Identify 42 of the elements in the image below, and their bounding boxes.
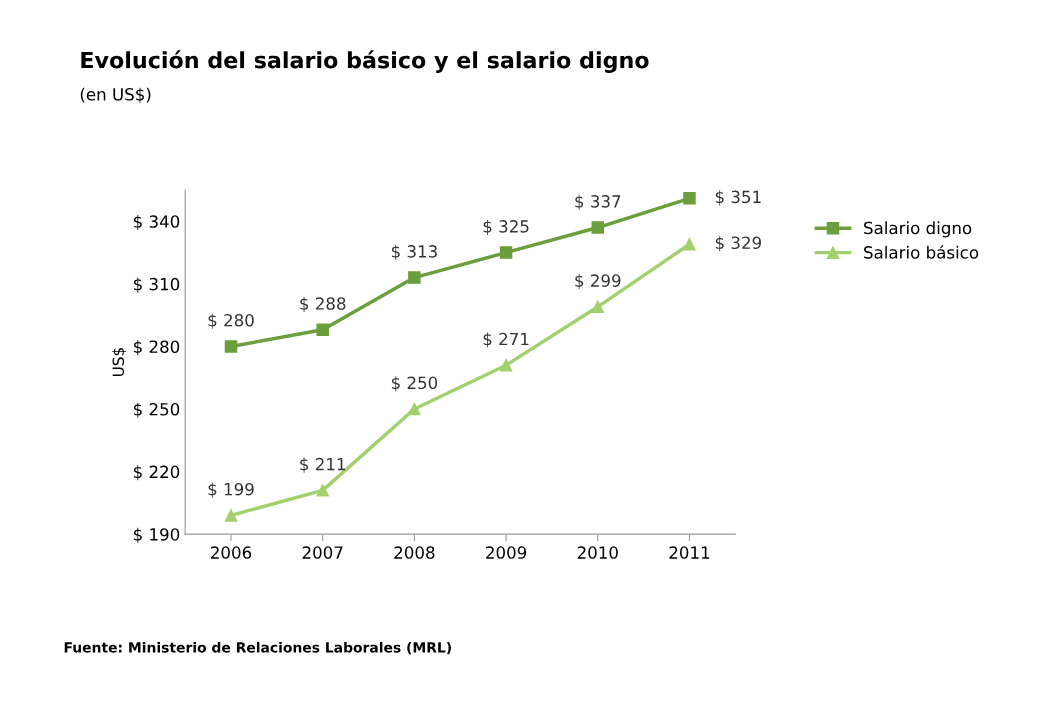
data-label: $ 199 bbox=[208, 482, 254, 498]
x-tick-label: 2006 bbox=[211, 546, 252, 559]
y-tick-label: $ 220 bbox=[133, 465, 180, 481]
x-tick-label: 2008 bbox=[394, 546, 435, 559]
y-tick-label: $ 190 bbox=[133, 527, 180, 543]
data-label: $ 211 bbox=[300, 457, 346, 473]
data-label: $ 337 bbox=[575, 194, 621, 210]
y-tick-label: $ 340 bbox=[133, 214, 180, 231]
x-tick-label: 2011 bbox=[669, 546, 710, 559]
point bbox=[591, 221, 605, 234]
y-axis-title: US$ bbox=[112, 348, 127, 377]
data-label: $ 250 bbox=[391, 376, 438, 392]
x-tick-label: 2007 bbox=[302, 546, 343, 559]
point bbox=[683, 237, 696, 251]
legend-label: Salario básico bbox=[864, 245, 979, 259]
point bbox=[316, 484, 329, 497]
data-label: $ 271 bbox=[483, 332, 529, 348]
x-tick-label: 2010 bbox=[577, 546, 618, 559]
data-label: $ 280 bbox=[208, 313, 254, 329]
x-tick-label: 2009 bbox=[486, 546, 527, 559]
point bbox=[591, 300, 605, 314]
data-label: $ 329 bbox=[715, 236, 761, 252]
data-label: $ 299 bbox=[575, 274, 621, 290]
data-label: $ 288 bbox=[300, 296, 346, 313]
chart-subtitle: (en US$) bbox=[80, 87, 151, 103]
y-tick-label: $ 250 bbox=[133, 402, 180, 418]
point bbox=[499, 246, 513, 259]
y-tick-label: $ 280 bbox=[133, 340, 180, 356]
point bbox=[224, 340, 238, 353]
point bbox=[408, 271, 421, 284]
point bbox=[224, 509, 238, 522]
data-label: $ 313 bbox=[391, 244, 437, 260]
chart-title: Evolución del salario básico y el salario digno bbox=[81, 50, 649, 73]
data-label: $ 351 bbox=[715, 190, 761, 206]
source-note: Fuente: Ministerio de Relaciones Laborales (MRL) bbox=[64, 641, 451, 655]
point bbox=[499, 358, 513, 372]
data-label: $ 325 bbox=[483, 219, 529, 235]
point bbox=[408, 402, 421, 416]
point bbox=[683, 192, 696, 205]
y-tick-label: $ 310 bbox=[133, 277, 180, 293]
point bbox=[316, 323, 329, 337]
legend-label: Salario digno bbox=[864, 221, 972, 238]
